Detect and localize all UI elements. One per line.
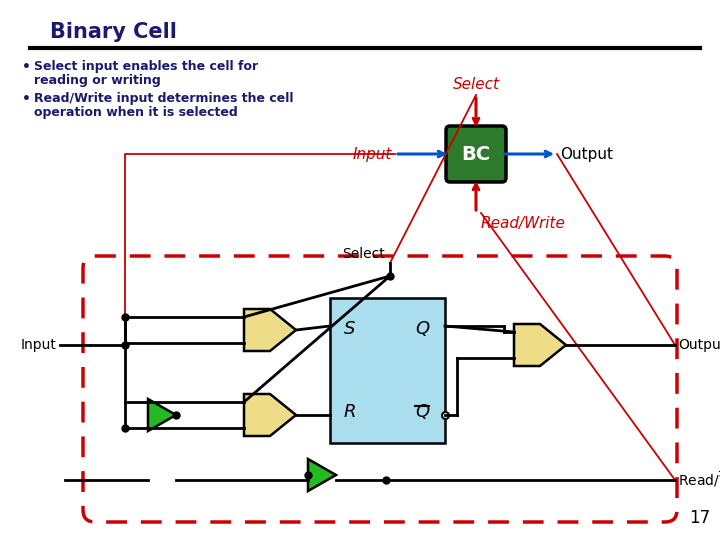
Text: Input: Input <box>353 146 392 161</box>
Text: Q: Q <box>415 320 429 338</box>
Text: Output: Output <box>560 146 613 161</box>
Text: •: • <box>22 60 31 74</box>
Polygon shape <box>244 309 296 351</box>
Text: •: • <box>22 92 31 106</box>
Text: BC: BC <box>462 145 490 164</box>
Text: Output: Output <box>678 338 720 352</box>
Text: S: S <box>344 320 356 338</box>
Text: Read/$\overline{\mathrm{Write}}$: Read/$\overline{\mathrm{Write}}$ <box>678 469 720 489</box>
FancyBboxPatch shape <box>446 126 506 182</box>
Text: Q: Q <box>415 403 429 421</box>
Text: Select input enables the cell for: Select input enables the cell for <box>34 60 258 73</box>
Polygon shape <box>244 394 296 436</box>
Text: Read/Write input determines the cell: Read/Write input determines the cell <box>34 92 294 105</box>
Polygon shape <box>308 459 336 491</box>
Text: Select: Select <box>342 247 385 261</box>
Text: Read/Write: Read/Write <box>481 216 566 231</box>
Text: 17: 17 <box>689 509 710 527</box>
Polygon shape <box>514 324 566 366</box>
Text: Input: Input <box>21 338 57 352</box>
Text: R: R <box>344 403 356 421</box>
Polygon shape <box>148 399 176 431</box>
Bar <box>330 298 445 443</box>
Text: reading or writing: reading or writing <box>34 74 161 87</box>
Text: Binary Cell: Binary Cell <box>50 22 177 42</box>
Text: Select: Select <box>452 77 500 92</box>
Text: operation when it is selected: operation when it is selected <box>34 106 238 119</box>
